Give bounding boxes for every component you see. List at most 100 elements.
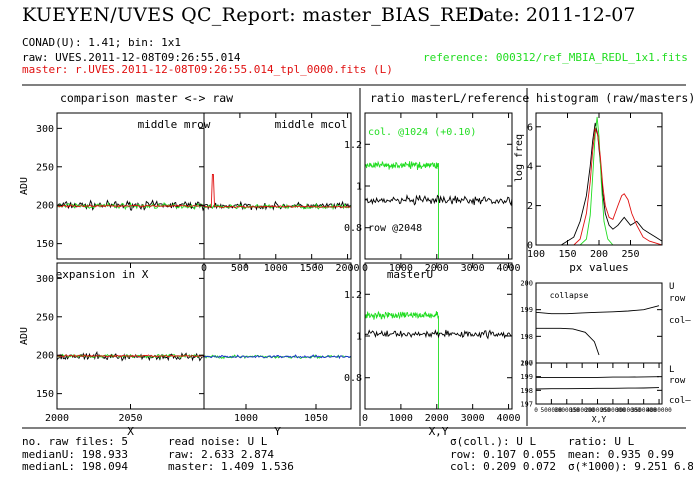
collapse-L-series-row (536, 376, 660, 378)
expansion-x-ytick-label: 200 (36, 351, 54, 362)
histogram-series-1 (536, 116, 662, 245)
ratio-annotation-row: row @2048 (368, 223, 422, 234)
expansion-x-xtick-label: 2050 (118, 413, 142, 424)
ratio-L-xtick-label: 2000 (425, 263, 449, 274)
middle-mcol-xtick-label: 1000 (264, 263, 288, 274)
collapse-L-xtick-label: 4000000 (646, 407, 672, 414)
collapse-U-title: collapse (550, 291, 589, 300)
expansion-x-title: expansion in X (56, 268, 149, 281)
ratio-U-series-1 (365, 329, 512, 340)
collapse-L-ytick-label: 198 (520, 387, 533, 395)
histogram-ytick-label: 4 (527, 162, 533, 173)
master-line: master: r.UVES.2011-12-08T09:26:55.014_t… (22, 63, 393, 76)
middle-mrow-ytick-label: 300 (36, 124, 54, 135)
histogram-ytick-label: 0 (527, 241, 533, 252)
ratio-U-xtick-label: 0 (362, 413, 368, 424)
middle-mcol-xtick-label: 2000 (336, 263, 360, 274)
middle-mcol-title: middle mcol (275, 118, 348, 131)
ratio-U-panel: 0.8 1 1.2 0 1000 2000 3000 4000 masterU X,Y (344, 262, 521, 438)
collapse-U-ytick-label: 200 (520, 279, 533, 287)
collapse-U-right-label: U (669, 282, 674, 292)
expansion-x-xtick-label: 2000 (45, 413, 69, 424)
ratio-U-title: masterU (387, 268, 433, 281)
expansion-x-ytick-label: 250 (36, 312, 54, 323)
collapse-L-ytick-label: 197 (520, 400, 533, 408)
middle-mrow-ytick-label: 250 (36, 162, 54, 173)
middle-mrow-frame (56, 112, 205, 260)
report-date: Date: 2011-12-07 (468, 4, 636, 26)
collapse-L-xtick-label: 0 (534, 407, 538, 414)
ratio-L-ytick-label: 1.2 (344, 140, 362, 151)
collapse-U-right-label: col– (669, 316, 691, 326)
median-u: medianU: 198.933 (22, 448, 128, 461)
middle-mcol-series-0 (204, 200, 351, 211)
middle-mrow-ytick-label: 150 (36, 239, 54, 250)
middle-mcol-xtick-label: 1500 (300, 263, 324, 274)
raw-line: raw: UVES.2011-12-08T09:26:55.014 (22, 51, 241, 64)
ratio-annotation-col: col. @1024 (+0.10) (368, 127, 476, 138)
ratio-header: ratio: U L (568, 435, 635, 448)
expansion-x-ytick-label: 300 (36, 274, 54, 285)
raw-files-count: no. raw files: 5 (22, 435, 128, 448)
ratio-U-xtick-label: 4000 (497, 413, 521, 424)
histogram-series-2 (536, 127, 662, 245)
median-l: medianL: 198.094 (22, 460, 128, 473)
expansion-x-frame (56, 262, 205, 410)
collapse-L-series-col- (536, 387, 660, 390)
ratio-L-series-row-2048 (365, 194, 512, 207)
ratio-U-xtick-label: 3000 (461, 413, 485, 424)
histogram-xlabel: px values (569, 261, 629, 274)
read-noise-master: master: 1.409 1.536 (168, 460, 294, 473)
collapse-U-right-label: row (669, 294, 686, 304)
ratio-mean: mean: 0.935 0.99 (568, 448, 674, 461)
ratio-title: ratio masterL/reference (370, 91, 530, 105)
collapse-L-xtick-label: 2500000 (600, 407, 626, 414)
collapse-U-ytick-label: 199 (520, 306, 533, 314)
ratio-L-ytick-label: 0.8 (344, 223, 362, 234)
ratio-U-xlabel: X,Y (429, 425, 449, 438)
histogram-ytick-label: 2 (527, 201, 533, 212)
histogram-xtick-label: 100 (527, 249, 545, 260)
middle-mrow-ylabel: ADU (19, 177, 30, 195)
expansion-x-ylabel: ADU (19, 327, 30, 345)
ratio-U-ytick-label: 0.8 (344, 373, 362, 384)
ratio-U-xtick-label: 1000 (389, 413, 413, 424)
sigma-header: σ(coll.): U L (450, 435, 537, 448)
sigma-col: col: 0.209 0.072 (450, 460, 556, 473)
histogram-ylabel: log freq (514, 134, 525, 182)
collapse-U-ytick-label: 198 (520, 333, 533, 341)
collapse-L-xtick-label: 3000000 (616, 407, 642, 414)
collapse-L-xtick-label: 1500000 (569, 407, 595, 414)
collapse-L-right-label: L (669, 365, 674, 375)
histogram-panel: 0 2 4 6 100 150 200 250 log freq px values (514, 112, 663, 274)
middle-mcol-xtick-label: 500 (231, 263, 249, 274)
collapse-L-panel: 197 198 199 200 0 500000100000015000002000000… (520, 359, 691, 424)
expansion-x-xlabel: X (127, 425, 134, 438)
middle-mcol-frame (203, 112, 352, 260)
sigma-row: row: 0.107 0.055 (450, 448, 556, 461)
ratio-sigma: σ(*1000): 9.251 6.89 (568, 460, 693, 473)
histogram-title: histogram (raw/masters) (536, 91, 693, 105)
ratio-U-series-0 (365, 310, 439, 409)
histogram-xtick-label: 200 (590, 249, 608, 260)
expansion-x-series-2 (57, 354, 204, 358)
expansion-y-xtick-label: 1000 (234, 413, 258, 424)
histogram-series-0 (536, 122, 662, 245)
collapse-L-ytick-label: 200 (520, 359, 533, 367)
middle-mrow-ytick-label: 200 (36, 201, 54, 212)
conad-line: CONAD(U): 1.41; bin: 1x1 (22, 36, 181, 49)
histogram-xtick-label: 250 (621, 249, 639, 260)
expansion-y-series-1 (204, 354, 351, 360)
ratio-L-series-col-1024-0-10- (365, 160, 439, 259)
ratio-L-xtick-label: 4000 (497, 263, 521, 274)
expansion-y-xtick-label: 1050 (304, 413, 328, 424)
expansion-y-frame (203, 262, 352, 410)
expansion-x-panel: 150 200 250 300 2000 2050 expansion in X ADU X (19, 262, 205, 438)
comparison-title: comparison master <-> raw (60, 91, 234, 105)
report-title: KUEYEN/UVES QC_Report: master_BIAS_RED (22, 4, 485, 26)
ratio-L-xtick-label: 1000 (389, 263, 413, 274)
ratio-U-ytick-label: 1 (356, 332, 362, 343)
ratio-L-ytick-label: 1 (356, 182, 362, 193)
